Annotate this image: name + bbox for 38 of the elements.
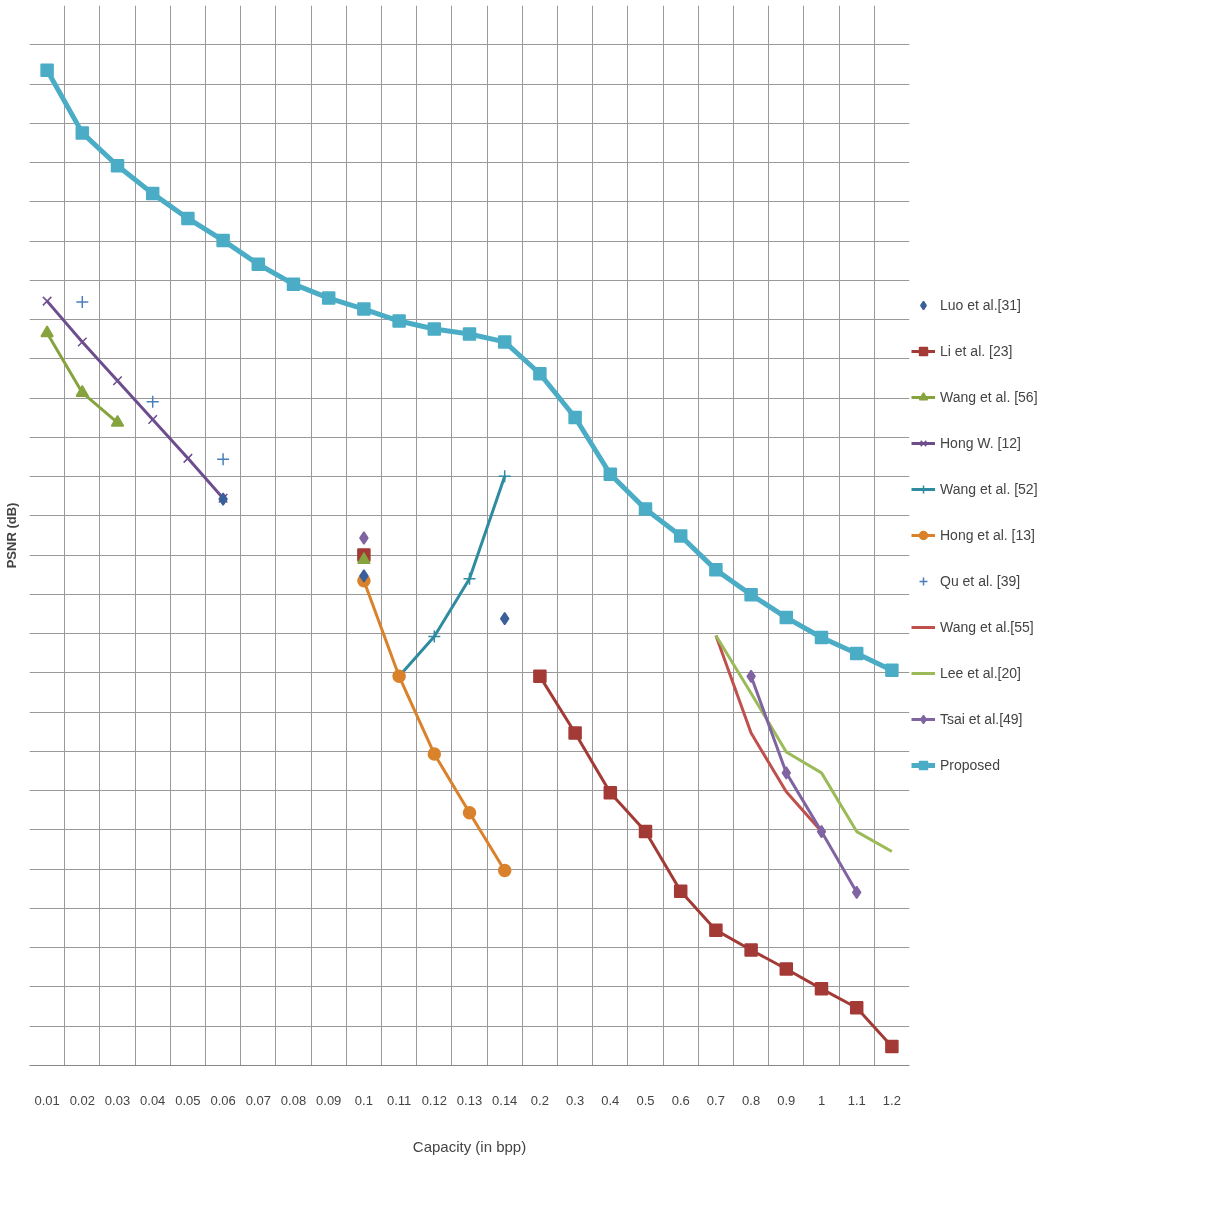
x-tick-label: 0.12	[421, 1092, 447, 1108]
x-tick-label: 0.13	[456, 1092, 483, 1108]
x-tick-label: 0.1	[354, 1092, 373, 1108]
x-tick-label: 0.6	[671, 1092, 690, 1108]
legend-label: Wang et al. [52]	[940, 481, 1038, 497]
x-tick-label: 1.2	[882, 1092, 901, 1108]
legend-label: Luo et al.[31]	[940, 297, 1021, 313]
x-tick-label: 0.06	[210, 1092, 236, 1108]
legend-label: Proposed	[940, 757, 1000, 773]
legend-label: Hong et al. [13]	[940, 527, 1035, 543]
x-axis-title: Capacity (in bpp)	[412, 1137, 527, 1155]
legend-label: Lee et al.[20]	[940, 665, 1021, 681]
legend-label: Hong W. [12]	[940, 435, 1021, 451]
legend-label: Qu et al. [39]	[940, 573, 1021, 589]
x-tick-label: 1.1	[847, 1092, 866, 1108]
legend-label: Wang et al. [56]	[940, 389, 1038, 405]
x-tick-label: 0.4	[601, 1092, 620, 1108]
x-tick-label: 0.7	[706, 1092, 725, 1108]
x-tick-label: 1	[817, 1092, 826, 1108]
x-tick-label: 0.2	[530, 1092, 549, 1108]
x-tick-label: 0.9	[777, 1092, 796, 1108]
x-tick-label: 0.01	[34, 1092, 60, 1108]
x-tick-label: 0.3	[566, 1092, 585, 1108]
x-tick-label: 0.8	[742, 1092, 761, 1108]
x-tick-label: 0.02	[69, 1092, 95, 1108]
y-axis-title: PSNR (dB)	[3, 502, 19, 569]
x-tick-label: 0.09	[316, 1092, 342, 1108]
legend-label: Li et al. [23]	[940, 343, 1013, 359]
x-tick-label: 0.5	[636, 1092, 655, 1108]
x-tick-label: 0.05	[175, 1092, 201, 1108]
legend-label: Wang et al.[55]	[940, 619, 1034, 635]
x-tick-label: 0.07	[245, 1092, 271, 1108]
x-tick-label: 0.04	[140, 1092, 166, 1108]
x-tick-label: 0.08	[280, 1092, 307, 1108]
legend-label: Tsai et al.[49]	[940, 711, 1023, 727]
x-tick-label: 0.11	[386, 1092, 412, 1108]
x-tick-label: 0.03	[104, 1092, 131, 1108]
x-tick-label: 0.14	[492, 1092, 518, 1108]
